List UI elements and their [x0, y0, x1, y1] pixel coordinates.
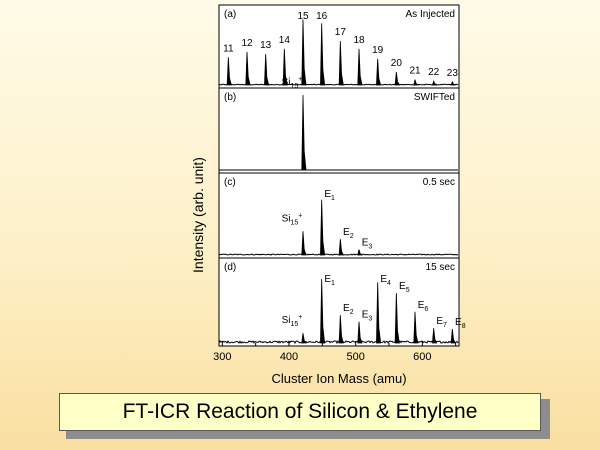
peak-label: E1: [324, 189, 335, 202]
peak: [320, 278, 326, 344]
trace-a: [218, 83, 459, 86]
peak-label: E8: [455, 317, 466, 330]
peak: [376, 58, 382, 86]
panel-tag: (b): [224, 92, 236, 103]
peak-label: E5: [399, 281, 410, 294]
peak-label: E3: [362, 237, 373, 250]
panel-tag: (d): [224, 262, 236, 273]
peak: [282, 48, 288, 86]
peak: [301, 333, 307, 344]
panel-tag: (a): [224, 9, 236, 20]
peak: [338, 239, 344, 256]
panel-a: (a) As Injected 11 12 13 14 15 16 17 18 19 20 21 22 23: [218, 4, 460, 89]
panel-condition: SWIFTed: [414, 92, 455, 103]
peak-label: 22: [428, 67, 440, 78]
peak-label: E1: [324, 274, 335, 287]
panel-frame: [218, 257, 460, 347]
peak: [338, 315, 344, 344]
peak: [357, 249, 364, 256]
panel-frame: [218, 172, 460, 259]
peak: [376, 282, 382, 344]
peak-label: 19: [372, 45, 384, 56]
y-axis-label: Intensity (arb. unit): [190, 157, 206, 273]
peak-label: 20: [391, 58, 403, 69]
peak: [320, 23, 326, 86]
peak: [394, 71, 401, 86]
x-axis-label: Cluster Ion Mass (amu): [271, 371, 406, 386]
panel-condition: 0.5 sec: [423, 177, 455, 188]
peak-label: 15: [297, 11, 309, 22]
trace-d: [218, 339, 459, 345]
peak: [431, 80, 439, 86]
peak: [301, 94, 307, 171]
panel-frame: [218, 87, 460, 174]
x-axis: 300 400 500 600: [213, 341, 457, 363]
x-tick-label: 300: [213, 351, 231, 363]
peak-label: 12: [241, 38, 253, 49]
peak-label: E6: [418, 300, 429, 313]
peak: [450, 329, 456, 344]
peak: [413, 311, 419, 344]
peak-label: 11: [223, 43, 234, 54]
peak: [394, 292, 400, 344]
peak: [357, 48, 363, 86]
peak: [301, 231, 307, 256]
peak-label: 21: [409, 66, 421, 77]
peak-label: E7: [436, 316, 447, 329]
peak-label: 13: [260, 40, 272, 51]
peak-label: E3: [362, 310, 373, 323]
x-tick-label: 400: [280, 351, 298, 363]
peak-label: 14: [279, 35, 291, 46]
peak: [245, 51, 251, 86]
x-tick-label: 600: [413, 351, 431, 363]
peak-label: 16: [316, 11, 328, 22]
panel-condition: 15 sec: [426, 262, 455, 273]
peak: [226, 57, 232, 86]
peak: [301, 19, 307, 86]
peak: [338, 41, 344, 86]
peak-label: 17: [335, 27, 347, 38]
peak: [264, 54, 270, 86]
peak: [413, 79, 420, 86]
peak: [357, 321, 363, 344]
peak: [450, 80, 456, 86]
panel-condition: As Injected: [406, 9, 455, 20]
spectra-panels: (a) As Injected 11 12 13 14 15 16 17 18 19 20 21 22 23…: [218, 4, 466, 347]
peak-label: E4: [380, 274, 391, 287]
peak-label: 18: [353, 35, 365, 46]
trace-c: [218, 253, 459, 256]
slide-title: FT-ICR Reaction of Silicon & Ethylene: [59, 393, 541, 431]
panel-frame: [218, 4, 460, 89]
peak: [432, 328, 438, 344]
peak-label: E2: [343, 303, 354, 316]
x-tick-label: 500: [346, 351, 364, 363]
panel-tag: (c): [224, 177, 236, 188]
peak: [320, 199, 326, 256]
peak-label: 23: [447, 68, 459, 79]
peak-label: E2: [343, 227, 354, 240]
